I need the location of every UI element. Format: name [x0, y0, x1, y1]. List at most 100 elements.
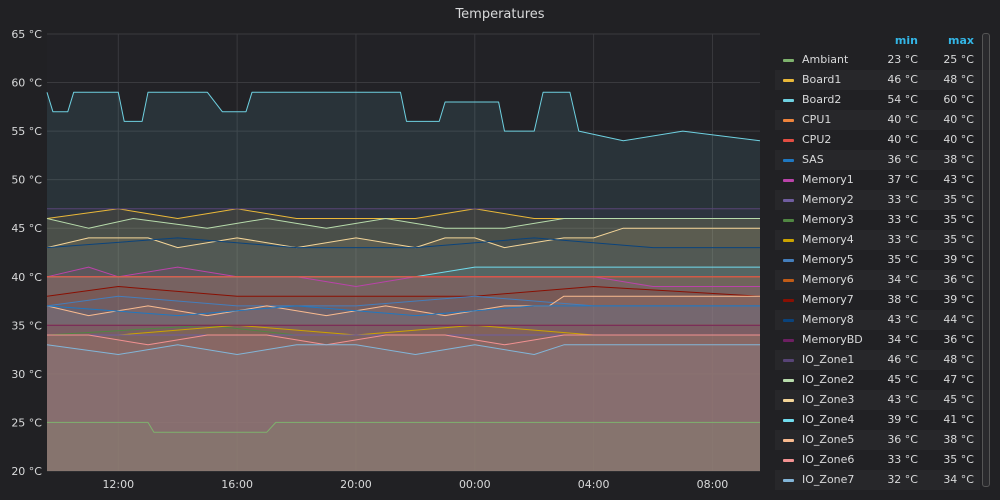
series-area-io_zone7: [47, 344, 760, 471]
legend-series-name: IO_Zone1: [802, 353, 855, 366]
legend-series-name: Board1: [802, 73, 842, 86]
legend-swatch: [783, 119, 794, 122]
legend-item-io_zone2[interactable]: IO_Zone2 45 °C 47 °C: [775, 370, 980, 390]
legend: min max Ambiant 23 °C 25 °C Board1 46 °C 48 °…: [775, 30, 980, 490]
legend-min-value: 40 °C: [887, 113, 918, 126]
legend-item-io_zone4[interactable]: IO_Zone4 39 °C 41 °C: [775, 410, 980, 430]
legend-item-sas[interactable]: SAS 36 °C 38 °C: [775, 150, 980, 170]
legend-item-memorybd[interactable]: MemoryBD 34 °C 36 °C: [775, 330, 980, 350]
legend-min-value: 46 °C: [887, 73, 918, 86]
legend-min-value: 23 °C: [887, 53, 918, 66]
legend-item-cpu1[interactable]: CPU1 40 °C 40 °C: [775, 110, 980, 130]
series-area-io_zone1: [47, 208, 760, 472]
legend-item-memory4[interactable]: Memory4 33 °C 35 °C: [775, 230, 980, 250]
series-line-sas[interactable]: [46, 305, 760, 317]
legend-series-name: IO_Zone2: [802, 373, 855, 386]
legend-scrollbar[interactable]: [982, 33, 990, 487]
legend-series-name: Memory8: [802, 313, 854, 326]
series-area-memory1: [47, 267, 760, 471]
legend-item-board1[interactable]: Board1 46 °C 48 °C: [775, 70, 980, 90]
legend-max-value: 43 °C: [943, 173, 974, 186]
legend-swatch: [783, 419, 794, 422]
y-tick-label: 60 °C: [11, 77, 42, 90]
x-axis: 12:00 16:00 20:00 00:00 04:00 08:00: [102, 478, 728, 491]
legend-swatch: [783, 79, 794, 82]
legend-min-value: 32 °C: [887, 473, 918, 486]
series-line-memory7[interactable]: [46, 286, 761, 297]
legend-max-value: 25 °C: [943, 53, 974, 66]
series-area-memory6: [47, 325, 760, 471]
legend-swatch: [783, 299, 794, 302]
legend-min-value: 33 °C: [887, 453, 918, 466]
legend-max-header[interactable]: max: [948, 34, 974, 47]
legend-series-name: SAS: [802, 153, 824, 166]
legend-swatch: [783, 139, 794, 142]
legend-min-value: 33 °C: [887, 193, 918, 206]
legend-item-board2[interactable]: Board2 54 °C 60 °C: [775, 90, 980, 110]
legend-series-name: Memory6: [802, 273, 854, 286]
legend-item-io_zone1[interactable]: IO_Zone1 46 °C 48 °C: [775, 350, 980, 370]
legend-series-name: Board2: [802, 93, 842, 106]
legend-min-value: 33 °C: [887, 233, 918, 246]
legend-min-header[interactable]: min: [894, 34, 918, 47]
legend-series-name: Memory4: [802, 233, 854, 246]
y-tick-label: 55 °C: [11, 125, 42, 138]
legend-min-value: 34 °C: [887, 333, 918, 346]
series-area-board2: [47, 92, 760, 472]
legend-swatch: [783, 179, 794, 182]
legend-item-io_zone5[interactable]: IO_Zone5 36 °C 38 °C: [775, 430, 980, 450]
legend-item-memory5[interactable]: Memory5 35 °C 39 °C: [775, 250, 980, 270]
legend-max-value: 38 °C: [943, 153, 974, 166]
series-line-io_zone6[interactable]: [47, 334, 760, 346]
legend-min-value: 43 °C: [887, 313, 918, 326]
legend-item-memory1[interactable]: Memory1 37 °C 43 °C: [775, 170, 980, 190]
series-area-io_zone3: [47, 228, 760, 471]
legend-series-name: CPU1: [802, 113, 832, 126]
legend-series-name: IO_Zone5: [802, 433, 855, 446]
legend-max-value: 35 °C: [943, 453, 974, 466]
legend-series-name: IO_Zone6: [802, 453, 855, 466]
legend-min-value: 37 °C: [887, 173, 918, 186]
series-line-io_zone2[interactable]: [46, 218, 760, 229]
legend-series-name: CPU2: [802, 133, 832, 146]
series-line-io_zone7[interactable]: [46, 344, 760, 355]
legend-item-memory6[interactable]: Memory6 34 °C 36 °C: [775, 270, 980, 290]
legend-swatch: [783, 439, 794, 442]
legend-swatch: [783, 479, 794, 482]
legend-min-value: 38 °C: [887, 293, 918, 306]
legend-max-value: 38 °C: [943, 433, 974, 446]
legend-item-io_zone6[interactable]: IO_Zone6 33 °C 35 °C: [775, 450, 980, 470]
series-area-io_zone4: [47, 267, 760, 471]
legend-item-memory2[interactable]: Memory2 33 °C 35 °C: [775, 190, 980, 210]
legend-rows: Ambiant 23 °C 25 °C Board1 46 °C 48 °C Board2 5…: [775, 50, 980, 490]
legend-series-name: Memory2: [802, 193, 854, 206]
legend-max-value: 39 °C: [943, 293, 974, 306]
legend-max-value: 40 °C: [943, 133, 974, 146]
legend-item-ambiant[interactable]: Ambiant 23 °C 25 °C: [775, 50, 980, 70]
legend-item-io_zone3[interactable]: IO_Zone3 43 °C 45 °C: [775, 390, 980, 410]
legend-series-name: IO_Zone7: [802, 473, 855, 486]
series-line-memory8[interactable]: [46, 237, 760, 249]
series-line-board2[interactable]: [46, 91, 761, 142]
legend-max-value: 48 °C: [943, 73, 974, 86]
legend-item-memory7[interactable]: Memory7 38 °C 39 °C: [775, 290, 980, 310]
legend-min-value: 36 °C: [887, 433, 918, 446]
series-area-io_zone2: [47, 218, 760, 471]
legend-series-name: MemoryBD: [802, 333, 863, 346]
legend-series-name: Memory3: [802, 213, 854, 226]
legend-series-name: Memory5: [802, 253, 854, 266]
y-tick-label: 45 °C: [11, 222, 42, 235]
legend-swatch: [783, 339, 794, 342]
legend-item-memory8[interactable]: Memory8 43 °C 44 °C: [775, 310, 980, 330]
series-area-memory4: [47, 325, 760, 471]
grid: [47, 33, 760, 472]
series-line-ambiant[interactable]: [47, 421, 760, 433]
legend-item-memory3[interactable]: Memory3 33 °C 35 °C: [775, 210, 980, 230]
legend-item-cpu2[interactable]: CPU2 40 °C 40 °C: [775, 130, 980, 150]
legend-item-io_zone7[interactable]: IO_Zone7 32 °C 34 °C: [775, 470, 980, 490]
legend-max-value: 35 °C: [943, 233, 974, 246]
legend-min-value: 43 °C: [887, 393, 918, 406]
legend-min-value: 54 °C: [887, 93, 918, 106]
series-area-memorybd: [47, 325, 760, 471]
